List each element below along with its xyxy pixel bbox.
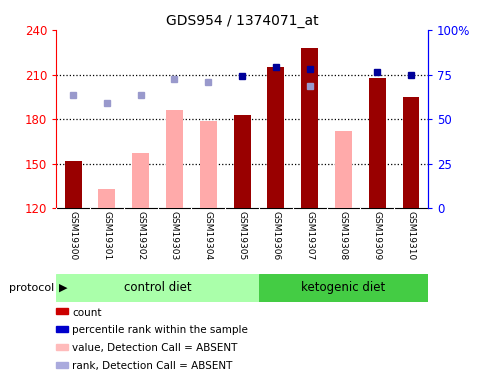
Bar — [98, 189, 115, 208]
Bar — [132, 153, 149, 208]
Bar — [402, 97, 419, 208]
Text: ▶: ▶ — [59, 283, 67, 293]
Bar — [368, 78, 385, 208]
Text: GSM19301: GSM19301 — [102, 211, 111, 261]
Text: ketogenic diet: ketogenic diet — [301, 281, 385, 294]
Text: protocol: protocol — [8, 283, 54, 293]
Text: GSM19310: GSM19310 — [406, 211, 415, 261]
Text: GSM19308: GSM19308 — [338, 211, 347, 261]
Bar — [267, 67, 284, 208]
Text: GSM19306: GSM19306 — [271, 211, 280, 261]
Text: GSM19309: GSM19309 — [372, 211, 381, 261]
Text: count: count — [72, 308, 101, 318]
Bar — [200, 120, 216, 208]
Text: GSM19300: GSM19300 — [68, 211, 78, 261]
Text: value, Detection Call = ABSENT: value, Detection Call = ABSENT — [72, 343, 237, 353]
Text: control diet: control diet — [123, 281, 191, 294]
Text: rank, Detection Call = ABSENT: rank, Detection Call = ABSENT — [72, 361, 232, 371]
Bar — [64, 160, 81, 208]
Title: GDS954 / 1374071_at: GDS954 / 1374071_at — [165, 13, 318, 28]
Text: percentile rank within the sample: percentile rank within the sample — [72, 326, 247, 336]
Bar — [56, 274, 259, 302]
Bar — [301, 48, 317, 208]
Text: GSM19304: GSM19304 — [203, 211, 212, 261]
Text: GSM19302: GSM19302 — [136, 211, 145, 261]
Text: GSM19303: GSM19303 — [170, 211, 179, 261]
Bar — [334, 131, 351, 208]
Bar — [166, 110, 183, 208]
Text: GSM19307: GSM19307 — [305, 211, 313, 261]
Bar — [259, 274, 427, 302]
Bar — [233, 115, 250, 208]
Text: GSM19305: GSM19305 — [237, 211, 246, 261]
